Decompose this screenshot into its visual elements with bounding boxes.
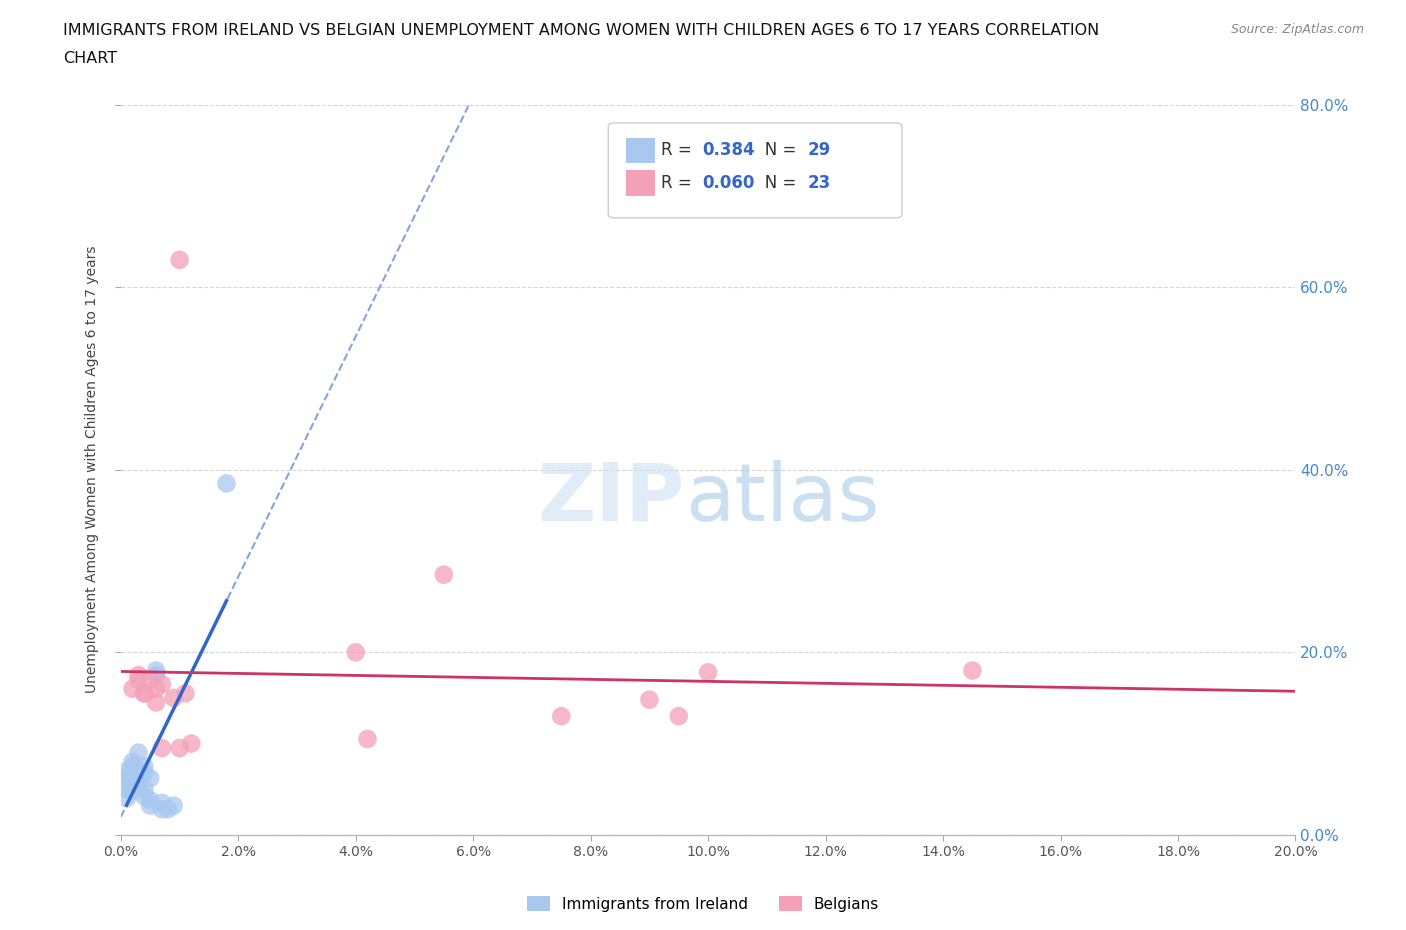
Text: N =: N = bbox=[749, 174, 801, 192]
Point bbox=[344, 644, 367, 659]
Point bbox=[668, 709, 690, 724]
Point bbox=[145, 668, 167, 683]
Point bbox=[121, 754, 143, 769]
Point bbox=[134, 686, 156, 701]
Text: 29: 29 bbox=[808, 141, 831, 159]
Point bbox=[115, 773, 138, 788]
Text: atlas: atlas bbox=[685, 460, 879, 538]
Point bbox=[127, 672, 149, 687]
Point bbox=[115, 764, 138, 778]
Point bbox=[433, 567, 456, 582]
Point bbox=[115, 790, 138, 805]
Text: R =: R = bbox=[661, 141, 697, 159]
Point bbox=[115, 782, 138, 797]
Point bbox=[550, 709, 572, 724]
Text: CHART: CHART bbox=[63, 51, 117, 66]
Point bbox=[134, 789, 156, 804]
Point bbox=[145, 682, 167, 697]
Point bbox=[134, 759, 156, 774]
Text: IMMIGRANTS FROM IRELAND VS BELGIAN UNEMPLOYMENT AMONG WOMEN WITH CHILDREN AGES 6: IMMIGRANTS FROM IRELAND VS BELGIAN UNEMP… bbox=[63, 23, 1099, 38]
Point bbox=[134, 765, 156, 780]
Text: 0.060: 0.060 bbox=[702, 174, 755, 192]
Point bbox=[356, 732, 378, 747]
Point bbox=[127, 775, 149, 790]
Point bbox=[121, 759, 143, 774]
Text: Source: ZipAtlas.com: Source: ZipAtlas.com bbox=[1230, 23, 1364, 36]
Point bbox=[150, 802, 173, 817]
Point bbox=[145, 695, 167, 710]
Point bbox=[156, 802, 179, 817]
Point bbox=[180, 736, 202, 751]
Text: ZIP: ZIP bbox=[537, 460, 685, 538]
Point bbox=[150, 795, 173, 810]
Point bbox=[134, 686, 156, 701]
Point bbox=[139, 798, 162, 813]
Point bbox=[169, 740, 191, 755]
Text: R =: R = bbox=[661, 174, 697, 192]
Point bbox=[127, 668, 149, 683]
Point bbox=[163, 798, 186, 813]
Point bbox=[139, 792, 162, 807]
Point bbox=[127, 745, 149, 760]
Point bbox=[638, 692, 661, 707]
Point bbox=[127, 771, 149, 786]
Bar bbox=[626, 170, 655, 196]
Text: 0.384: 0.384 bbox=[702, 141, 755, 159]
Point bbox=[215, 476, 238, 491]
Text: N =: N = bbox=[749, 141, 801, 159]
Point bbox=[697, 665, 720, 680]
Point bbox=[127, 777, 149, 792]
Point bbox=[962, 663, 984, 678]
Point bbox=[121, 768, 143, 783]
Y-axis label: Unemployment Among Women with Children Ages 6 to 17 years: Unemployment Among Women with Children A… bbox=[86, 246, 100, 694]
Legend: Immigrants from Ireland, Belgians: Immigrants from Ireland, Belgians bbox=[520, 889, 886, 918]
FancyBboxPatch shape bbox=[609, 123, 903, 218]
Point bbox=[134, 782, 156, 797]
Point bbox=[150, 677, 173, 692]
Point bbox=[127, 764, 149, 778]
Point bbox=[150, 740, 173, 755]
Point bbox=[145, 663, 167, 678]
Point bbox=[174, 686, 197, 701]
Point bbox=[121, 682, 143, 697]
Point bbox=[169, 252, 191, 267]
Point bbox=[121, 777, 143, 792]
Point bbox=[115, 768, 138, 783]
Point bbox=[163, 690, 186, 705]
Bar bbox=[626, 138, 655, 163]
Point bbox=[139, 672, 162, 687]
Point bbox=[121, 784, 143, 799]
Text: 23: 23 bbox=[808, 174, 831, 192]
Point bbox=[139, 771, 162, 786]
